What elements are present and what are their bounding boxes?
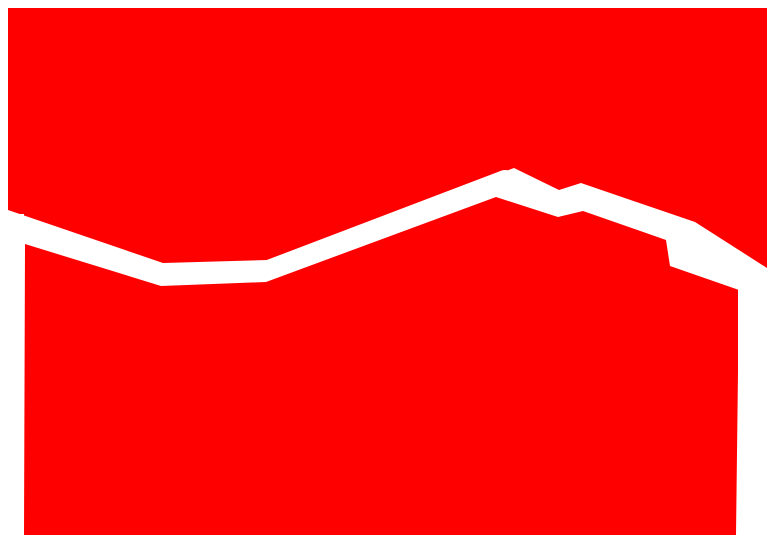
left-white-strip bbox=[8, 214, 24, 539]
lower-red-region bbox=[24, 197, 739, 535]
white-dividing-band bbox=[6, 170, 765, 289]
upper-red-region bbox=[8, 8, 767, 268]
right-white-strip bbox=[738, 280, 768, 539]
